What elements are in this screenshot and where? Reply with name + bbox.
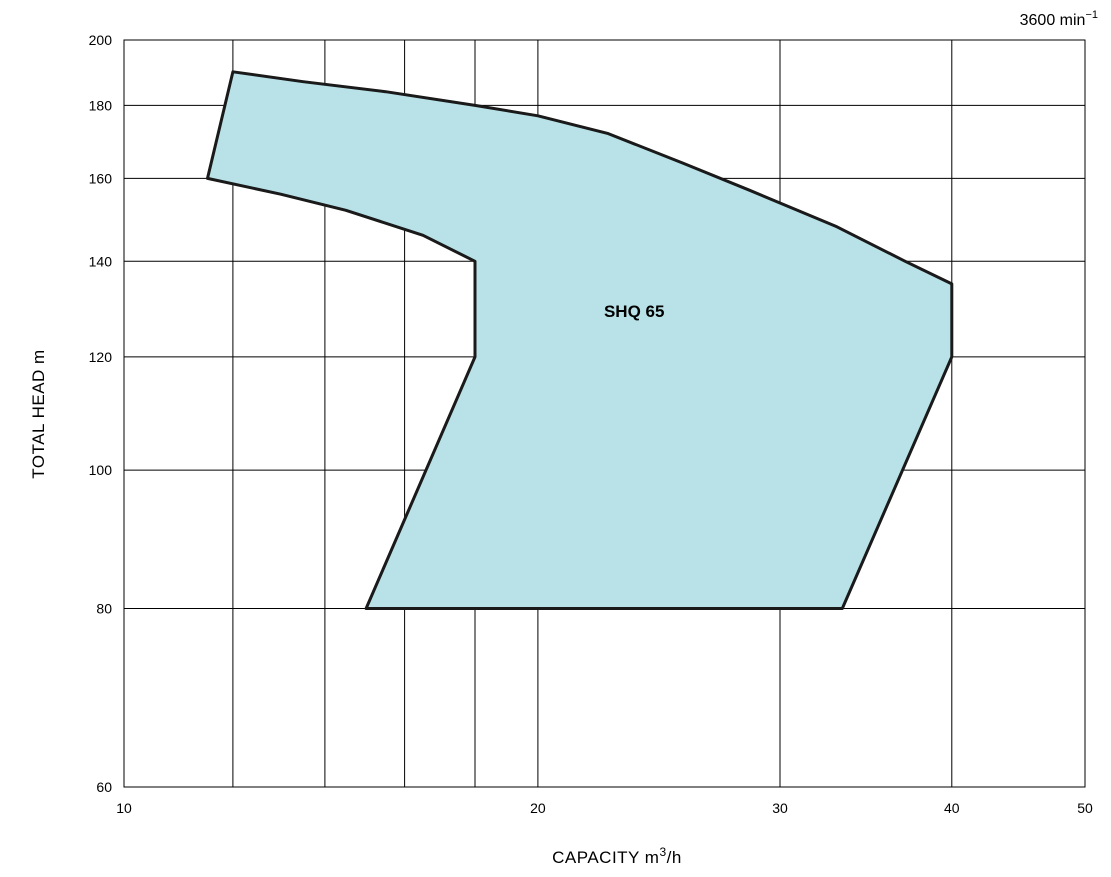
performance-regions: SHQ 65 (206, 70, 954, 610)
y-tick-label: 100 (89, 462, 113, 478)
y-tick-label: 60 (96, 779, 112, 795)
y-tick-label: 80 (96, 601, 112, 617)
x-tick-label: 10 (116, 800, 132, 816)
y-tick-label: 180 (89, 97, 113, 113)
x-tick-label: 20 (530, 800, 546, 816)
y-tick-label: 160 (89, 170, 113, 186)
region-shq-65 (206, 70, 954, 610)
y-tick-label: 120 (89, 349, 113, 365)
plot-frame (123, 39, 1086, 788)
x-tick-label: 50 (1077, 800, 1093, 816)
x-tick-label: 30 (772, 800, 788, 816)
x-tick-label: 40 (944, 800, 960, 816)
rotation-speed-label: 3600 min−1 (1020, 9, 1098, 29)
y-tick-label: 200 (89, 32, 113, 48)
region-label-shq-65: SHQ 65 (604, 302, 664, 321)
y-tick-label: 140 (89, 253, 113, 269)
tick-labels: 10 20 30 40 50 60 80 100 120 140 160 180 200 (89, 32, 1093, 816)
y-axis-title: TOTAL HEAD m (29, 349, 48, 478)
x-axis-title: CAPACITY m3/h (552, 845, 682, 867)
